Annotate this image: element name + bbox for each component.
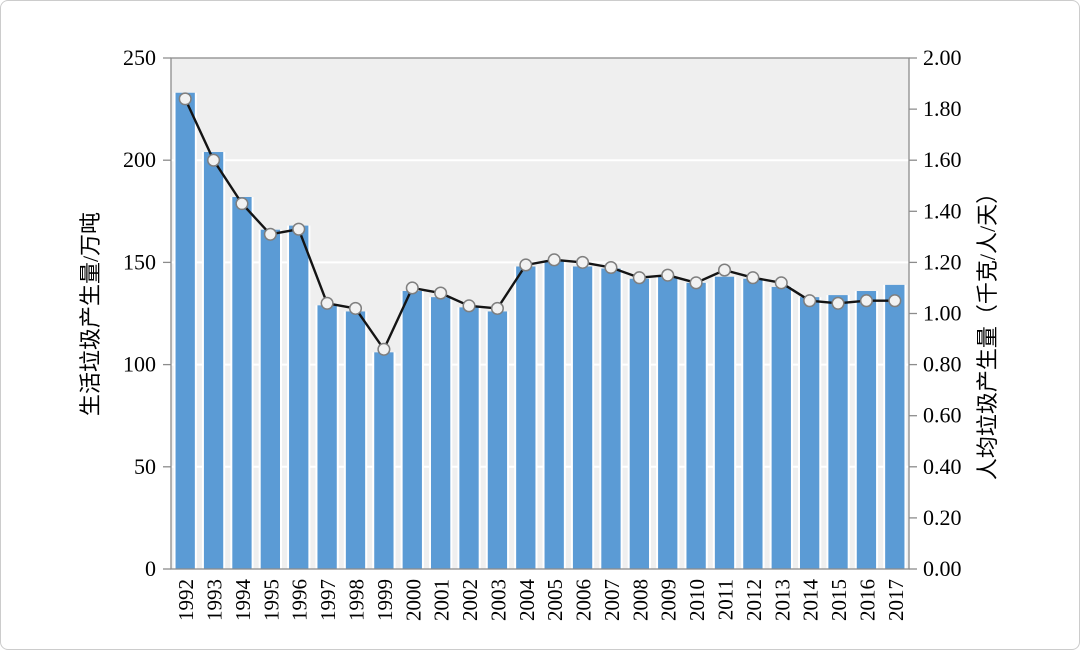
x-tick-label-2006: 2006: [572, 579, 596, 621]
right-axis-title: 人均垃圾产生量（千克/人/天）: [975, 182, 1000, 480]
x-tick-label-2009: 2009: [657, 579, 681, 621]
x-tick-label-1997: 1997: [316, 579, 340, 621]
x-tick-label-2014: 2014: [799, 579, 823, 622]
line-marker-1999: [377, 342, 391, 356]
bar-1999: [374, 352, 394, 569]
bar-2013: [771, 286, 791, 569]
bar-2002: [459, 307, 479, 569]
line-marker-2013: [774, 276, 788, 290]
x-tick-label-2005: 2005: [543, 579, 567, 621]
x-tick-label-1994: 1994: [231, 579, 255, 622]
left-axis-tick-label: 150: [123, 249, 156, 274]
bar-2010: [686, 282, 706, 569]
right-axis-tick-label: 0.80: [923, 352, 962, 377]
right-axis-tick-label: 1.20: [923, 249, 962, 274]
bar-1996: [289, 225, 309, 569]
line-marker-2001: [434, 286, 448, 300]
bar-2003: [487, 311, 508, 569]
x-tick-label-2002: 2002: [458, 579, 482, 621]
bar-2006: [572, 266, 593, 569]
line-marker-2005: [547, 253, 561, 267]
right-axis-tick-label: 0.40: [923, 454, 962, 479]
left-axis-title: 生活垃圾产生量/万吨: [78, 212, 103, 416]
line-marker-2006: [576, 255, 590, 269]
line-marker-1993: [207, 153, 221, 167]
bar-2017: [885, 284, 905, 569]
x-tick-label-2003: 2003: [486, 579, 510, 621]
right-axis-tick-label: 0.00: [923, 556, 962, 581]
line-marker-2003: [490, 301, 504, 315]
right-axis-tick-label: 1.80: [923, 96, 962, 121]
left-axis-tick-label: 0: [145, 556, 156, 581]
line-marker-2011: [717, 263, 732, 277]
line-marker-1996: [292, 222, 306, 236]
left-axis-tick-label: 200: [123, 147, 156, 172]
bar-2014: [800, 297, 820, 569]
x-tick-label-2013: 2013: [770, 579, 794, 621]
x-tick-label-1996: 1996: [288, 579, 312, 621]
bar-2005: [544, 260, 564, 569]
line-marker-1997: [320, 296, 334, 310]
x-tick-label-2004: 2004: [515, 579, 539, 622]
x-tick-label-1993: 1993: [203, 579, 227, 621]
x-tick-label-2001: 2001: [430, 579, 454, 621]
line-marker-1992: [178, 92, 192, 106]
right-axis-tick-label: 1.00: [923, 301, 962, 326]
bar-1997: [317, 305, 337, 569]
x-tick-label-1995: 1995: [259, 579, 283, 621]
x-tick-label-2015: 2015: [827, 579, 851, 621]
left-axis-tick-label: 50: [134, 454, 156, 479]
line-marker-2015: [831, 296, 845, 310]
line-marker-2017: [888, 294, 902, 308]
line-marker-1994: [235, 197, 249, 211]
bar-1994: [232, 196, 252, 569]
line-marker-2000: [405, 281, 419, 295]
x-tick-label-2008: 2008: [628, 579, 652, 621]
bar-1995: [260, 229, 280, 570]
line-marker-2004: [519, 258, 533, 272]
line-marker-2012: [746, 271, 760, 285]
x-tick-label-1992: 1992: [174, 579, 198, 621]
bar-2011: [714, 276, 735, 569]
line-marker-2016: [859, 294, 873, 308]
x-tick-label-2010: 2010: [685, 579, 709, 621]
bar-2000: [402, 291, 422, 569]
bar-1992: [175, 92, 195, 570]
line-marker-2014: [803, 294, 817, 308]
x-tick-label-1999: 1999: [373, 579, 397, 621]
bar-1998: [345, 311, 366, 569]
x-tick-label-2000: 2000: [401, 579, 425, 621]
right-axis-tick-label: 1.40: [923, 198, 962, 223]
bar-1993: [203, 152, 224, 570]
line-marker-2009: [661, 268, 675, 282]
x-tick-label-2011: 2011: [714, 579, 738, 620]
bar-2012: [743, 278, 763, 569]
right-axis-tick-label: 0.20: [923, 505, 962, 530]
line-marker-2008: [632, 271, 646, 285]
line-marker-1998: [348, 301, 363, 315]
bar-2001: [431, 297, 451, 569]
line-marker-2002: [462, 299, 476, 313]
x-tick-label-2012: 2012: [742, 579, 766, 621]
bar-2008: [629, 278, 649, 569]
line-marker-2007: [604, 260, 618, 275]
left-axis-tick-label: 100: [123, 352, 156, 377]
right-axis-tick-label: 0.60: [923, 403, 962, 428]
bar-2009: [658, 276, 678, 569]
bar-2004: [516, 266, 536, 569]
bar-2016: [856, 291, 877, 569]
line-marker-2010: [689, 276, 703, 290]
right-axis-tick-label: 2.00: [923, 45, 962, 70]
line-marker-1995: [263, 227, 277, 241]
x-tick-label-2017: 2017: [884, 579, 908, 621]
x-tick-label-1998: 1998: [345, 579, 369, 621]
right-axis-tick-label: 1.60: [923, 147, 962, 172]
x-tick-label-2007: 2007: [600, 579, 624, 621]
bar-2015: [828, 295, 848, 569]
left-axis-tick-label: 250: [123, 45, 156, 70]
x-tick-label-2016: 2016: [855, 579, 879, 621]
bar-2007: [601, 268, 621, 569]
